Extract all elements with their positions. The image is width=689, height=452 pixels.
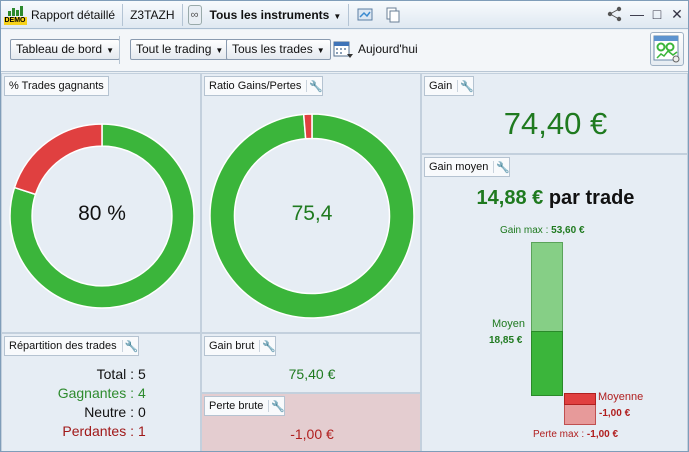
chevron-down-icon: ▼ (106, 46, 114, 55)
distribution-label: Perdantes : (62, 423, 134, 439)
dashboard-icon (653, 35, 680, 63)
average-gain-value: 14,88 € (476, 187, 544, 209)
gross-gain-panel: Gain brut 🔧 75,40 € (201, 333, 421, 393)
average-loss-bar (564, 393, 596, 405)
ratio-value: 75,4 (291, 202, 333, 225)
wrench-icon[interactable]: 🔧 (457, 80, 474, 93)
win-rate-value: 80 % (78, 202, 126, 225)
winning-slice (9, 123, 195, 309)
trading-dropdown[interactable]: Tout le trading ▼ (130, 39, 230, 60)
average-gain-headline: 14,88 € par trade (422, 187, 688, 210)
wrench-icon[interactable]: 🔧 (121, 340, 138, 353)
trade-distribution-list: Total :5 Gagnantes :4 Neutre :0 Perdantes :… (2, 366, 202, 442)
panel-title: Répartition des trades 🔧 (4, 336, 139, 356)
distribution-value: 5 (138, 366, 146, 382)
distribution-label: Gagnantes : (57, 385, 134, 401)
panel-title: Perte brute 🔧 (204, 396, 286, 416)
close-icon[interactable]: ✕ (671, 6, 683, 22)
wrench-icon[interactable]: 🔧 (259, 340, 276, 353)
average-label: Moyen (492, 318, 526, 330)
average-gain-suffix: par trade (548, 187, 635, 209)
copy-icon[interactable] (384, 6, 402, 24)
trades-dropdown[interactable]: Tous les trades ▼ (226, 39, 331, 60)
loss-average-label: Moyenne (598, 391, 644, 403)
max-gain-label: Gain max : 53,60 € (500, 225, 585, 236)
chevron-down-icon: ▼ (333, 11, 342, 21)
distribution-row: Neutre :0 (2, 404, 202, 423)
maximize-icon[interactable]: □ (652, 6, 662, 22)
ratio-donut (209, 113, 415, 319)
panel-title: Gain brut 🔧 (204, 336, 277, 356)
trade-distribution-panel: Répartition des trades 🔧 Total :5 Gagnante… (1, 333, 202, 451)
report-title: Rapport détaillé (31, 7, 116, 22)
instrument-selector[interactable]: Tous les instruments ▼ (209, 7, 342, 22)
demo-logo-icon: DEMO (3, 5, 27, 25)
gain-slice (209, 113, 415, 319)
title-bar: DEMO Rapport détaillé Z3TAZH ∞ Tous les … (1, 1, 688, 29)
loss-average-value: -1,00 € (599, 408, 631, 419)
chevron-down-icon: ▼ (316, 46, 325, 55)
loss-slice (302, 113, 313, 140)
gain-loss-ratio-panel: Ratio Gains/Pertes 🔧 75,4 (201, 73, 421, 333)
gross-loss-value: -1,00 € (290, 426, 334, 442)
minimize-icon[interactable]: — (630, 6, 644, 22)
panel-title: % Trades gagnants (4, 76, 109, 96)
win-rate-panel: % Trades gagnants 80 % (1, 73, 201, 333)
win-rate-donut (9, 123, 195, 309)
wrench-icon[interactable]: 🔧 (493, 161, 510, 174)
calendar-icon[interactable] (333, 39, 353, 59)
average-value: 18,85 € (489, 335, 523, 346)
distribution-label: Neutre : (84, 404, 134, 420)
gain-value: 74,40 € (503, 106, 608, 141)
period-today[interactable]: Aujourd'hui (358, 42, 418, 56)
average-gain-panel: Gain moyen 🔧 14,88 € par trade Gain max :… (421, 154, 688, 451)
dashboard-layout-button[interactable] (650, 32, 684, 66)
distribution-value: 4 (138, 385, 146, 401)
wrench-icon[interactable]: 🔧 (268, 400, 285, 413)
distribution-row: Total :5 (2, 366, 202, 385)
chevron-down-icon: ▼ (215, 46, 224, 55)
panel-title: Gain 🔧 (424, 76, 475, 96)
panel-title: Ratio Gains/Pertes 🔧 (204, 76, 324, 96)
distribution-row: Perdantes :1 (2, 423, 202, 442)
toolbar: Tableau de bord ▼ Tout le trading ▼ Tous l… (1, 30, 688, 72)
panel-title: Gain moyen 🔧 (424, 157, 511, 177)
link-icon[interactable]: ∞ (187, 4, 202, 25)
average-gain-bar (531, 331, 563, 396)
losing-slice (13, 123, 103, 196)
distribution-value: 1 (138, 423, 146, 439)
share-icon[interactable] (606, 6, 624, 22)
screenshot-icon[interactable] (356, 6, 374, 24)
board-dropdown[interactable]: Tableau de bord ▼ (10, 39, 120, 60)
distribution-value: 0 (138, 404, 146, 420)
distribution-row: Gagnantes :4 (2, 385, 202, 404)
wrench-icon[interactable]: 🔧 (306, 80, 323, 93)
account-id[interactable]: Z3TAZH (130, 7, 175, 22)
gross-gain-value: 75,40 € (288, 366, 336, 382)
gross-loss-panel: Perte brute 🔧 -1,00 € (201, 393, 421, 451)
max-loss-label: Perte max : -1,00 € (533, 429, 619, 440)
gain-panel: Gain 🔧 74,40 € (421, 73, 688, 154)
distribution-label: Total : (96, 366, 134, 382)
